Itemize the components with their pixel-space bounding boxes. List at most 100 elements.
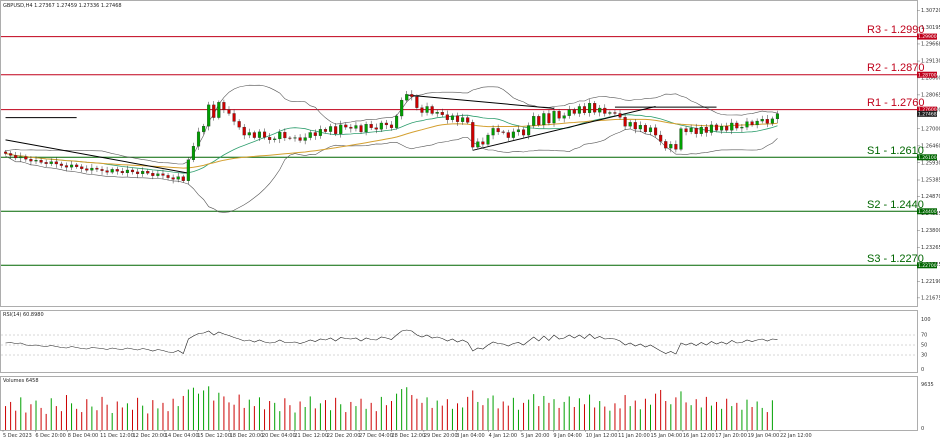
candle-body (288, 137, 292, 139)
current-price-tag (917, 110, 937, 117)
volume-bar (721, 408, 723, 430)
price-tick-label: 1.22190 (921, 279, 940, 285)
candle-body (202, 126, 206, 133)
volume-bar (411, 395, 413, 430)
rsi-line (5, 329, 778, 355)
candle-body (384, 122, 388, 126)
candle-body (247, 132, 251, 136)
volume-bar (457, 403, 459, 430)
candle-body (775, 113, 780, 120)
volume-bar (736, 402, 738, 430)
candle-body (496, 128, 500, 133)
candle-body (161, 173, 165, 176)
level-tag (917, 71, 937, 78)
candle-body (303, 137, 307, 141)
level-tag (917, 154, 937, 161)
candle-body (659, 134, 663, 142)
volume-bar (634, 400, 636, 430)
level-label: R2 - 1.2870 (867, 62, 924, 74)
candle-body (679, 128, 683, 150)
candle-body (582, 106, 587, 113)
time-tick-label: 10 Jan 12:00 (586, 433, 618, 439)
volume-bar (65, 395, 67, 430)
volume-axis-min: 0 (921, 426, 924, 432)
volume-bar (172, 398, 174, 430)
volume-bar (81, 412, 83, 430)
time-tick-label: 29 Dec 20:00 (424, 433, 458, 439)
candle-body (445, 114, 449, 120)
volume-bar (25, 412, 27, 430)
candle-body (730, 122, 734, 131)
volume-bar (223, 396, 225, 430)
candle-body (542, 113, 546, 126)
volume-bar (132, 409, 133, 430)
volume-bar (248, 399, 250, 430)
volume-bar (761, 407, 763, 430)
candle-body (29, 159, 33, 162)
volume-bar (30, 404, 32, 430)
volume-bar (421, 402, 423, 430)
time-tick-label: 27 Dec 04:00 (359, 433, 393, 439)
time-tick-label: 20 Dec 04:00 (262, 433, 296, 439)
rsi-level-label: 70 (921, 333, 927, 339)
candle-body (461, 117, 465, 122)
candle-body (400, 99, 404, 117)
candle-body (770, 118, 774, 124)
candle-body (44, 162, 48, 164)
candle-body (532, 116, 536, 126)
candle-body (278, 132, 282, 140)
volume-bar (609, 410, 611, 430)
time-tick-label: 9 Jan 04:00 (553, 433, 581, 439)
volume-bar (10, 401, 12, 430)
volume-bar (228, 402, 230, 430)
volume-bar (330, 410, 332, 430)
price-axis: 1.30720 1.30195 1.29668 1.29130 1.28600 1.280… (917, 8, 940, 302)
candle-body (633, 122, 637, 130)
candle-body (105, 170, 109, 173)
time-tick-label: 28 Dec 12:00 (392, 433, 426, 439)
price-tick-label: 1.27000 (921, 126, 940, 132)
level-label: S1 - 1.2610 (867, 145, 924, 157)
level-tag (917, 106, 937, 113)
volume-bar (213, 400, 215, 430)
candlesticks (3, 90, 780, 185)
volume-bar (436, 400, 438, 430)
volume-bar (192, 387, 194, 430)
volume-bar (446, 399, 448, 430)
candle-body (354, 125, 358, 129)
chart-header: GBPUSD,H4 1.27367 1.27459 1.27336 1.2746… (3, 3, 122, 9)
candle-body (435, 112, 439, 114)
time-tick-label: 4 Jan 12:00 (489, 433, 517, 439)
volume-bar (660, 389, 662, 430)
candle-body (476, 141, 480, 148)
volume-bar (523, 402, 525, 430)
price-tick-label: 1.21675 (921, 296, 940, 302)
level-tag-text: 1.27600 (918, 107, 937, 113)
price-tick-label: 1.25385 (921, 178, 940, 184)
candle-body (80, 166, 84, 169)
volume-bar (203, 390, 205, 430)
time-tick-label: 5 Jan 20:00 (521, 433, 549, 439)
candle-body (64, 165, 69, 168)
candle-body (466, 117, 470, 123)
volume-bar (731, 406, 733, 430)
volume-bar (380, 396, 382, 430)
candle-body (720, 126, 724, 131)
candle-body (740, 126, 744, 129)
candle-body (115, 169, 119, 172)
candle-body (34, 160, 38, 162)
candle-body (440, 112, 444, 115)
candle-body (562, 115, 566, 119)
volume-bar (472, 390, 474, 430)
candle-body (527, 125, 531, 136)
price-tick-label: 1.23800 (921, 228, 940, 234)
volume-bar (558, 407, 560, 430)
candle-body (334, 126, 338, 134)
time-tick-label: 17 Jan 20:00 (715, 433, 747, 439)
candle-body (547, 113, 551, 124)
volume-bar (198, 393, 200, 430)
trendline (406, 94, 555, 109)
candle-body (339, 124, 343, 134)
level-tag-text: 1.24400 (918, 209, 937, 215)
